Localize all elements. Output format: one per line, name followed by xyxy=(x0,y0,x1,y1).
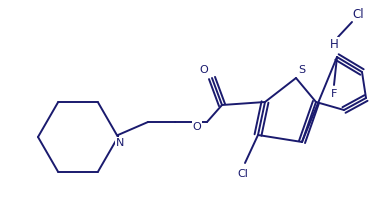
Text: N: N xyxy=(116,138,124,148)
Text: O: O xyxy=(193,122,201,132)
Text: O: O xyxy=(200,65,208,75)
Text: H: H xyxy=(330,37,338,51)
Text: F: F xyxy=(331,89,337,99)
Text: Cl: Cl xyxy=(352,7,364,20)
Text: S: S xyxy=(299,65,305,75)
Text: Cl: Cl xyxy=(237,169,248,179)
